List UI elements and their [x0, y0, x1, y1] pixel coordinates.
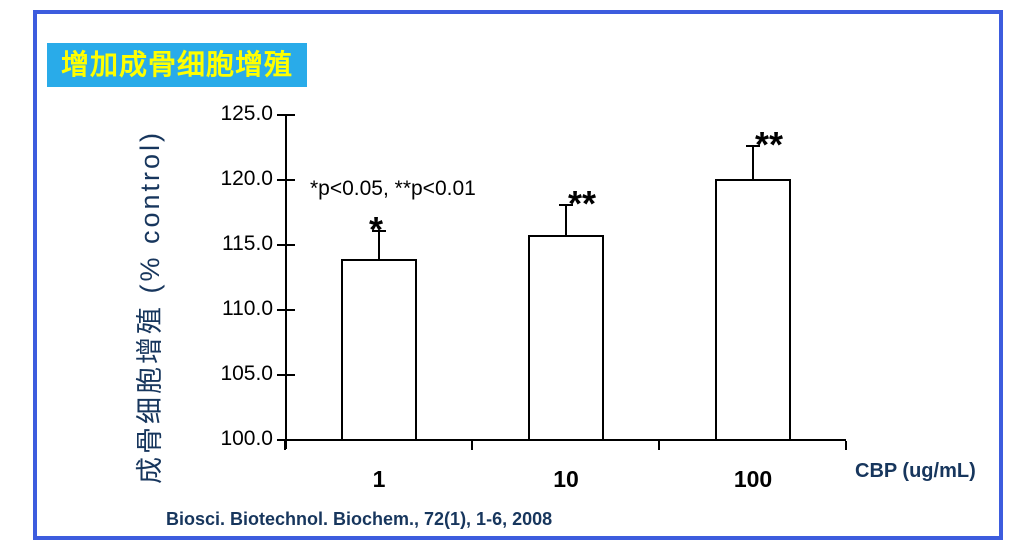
significance-marker: ** — [568, 183, 597, 224]
x-tick-mark — [471, 441, 473, 450]
error-bar-cap — [372, 230, 386, 232]
y-tick-mark — [277, 114, 295, 116]
chart-title: 增加成骨细胞增殖 — [61, 49, 294, 80]
y-tick-label: 100.0 — [220, 427, 273, 450]
plot-area: 100.0 105.0 110.0 115.0 120.0 125.0 * 1 ** 10 ** 10… — [220, 102, 847, 492]
x-tick-label: 1 — [372, 466, 386, 492]
error-bar — [378, 231, 380, 259]
y-tick-mark — [277, 244, 295, 246]
y-tick-label: 120.0 — [220, 167, 273, 190]
figure-border-frame — [33, 10, 1003, 540]
x-tick-label: 10 — [553, 466, 579, 492]
bar — [341, 259, 417, 441]
x-tick-mark — [284, 441, 286, 450]
significance-marker: * — [369, 209, 384, 250]
significance-marker: ** — [755, 124, 784, 165]
y-axis-line — [285, 115, 287, 449]
y-tick-mark — [277, 374, 295, 376]
y-tick-label: 105.0 — [220, 362, 273, 385]
chart-title-badge: 增加成骨细胞增殖 — [47, 43, 308, 87]
x-tick-mark — [658, 441, 660, 450]
y-tick-mark — [277, 179, 295, 181]
error-bar — [752, 146, 754, 179]
error-bar-cap — [559, 204, 573, 206]
bar — [528, 235, 604, 441]
error-bar-cap — [746, 145, 760, 147]
x-axis-title: CBP (ug/mL) — [855, 460, 976, 482]
pvalue-annotation: *p<0.05, **p<0.01 — [310, 177, 476, 200]
error-bar — [565, 205, 567, 235]
y-tick-label: 115.0 — [222, 232, 273, 255]
citation-text: Biosci. Biotechnol. Biochem., 72(1), 1-6… — [166, 509, 553, 529]
bar — [715, 179, 791, 441]
y-tick-label: 125.0 — [220, 102, 273, 125]
y-tick-mark — [277, 439, 295, 441]
x-tick-label: 100 — [733, 466, 773, 492]
y-tick-mark — [277, 309, 295, 311]
y-tick-label: 110.0 — [222, 297, 273, 320]
y-axis-title: 成骨细胞增殖 (% control) — [135, 129, 165, 485]
x-tick-mark — [845, 441, 847, 450]
